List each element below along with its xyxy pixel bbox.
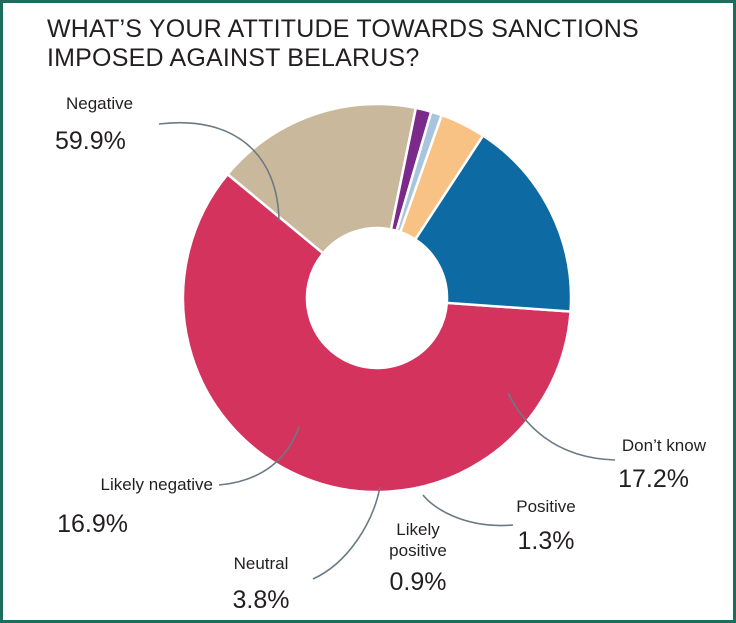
value-positive: 1.3%	[518, 527, 575, 555]
label-negative: Negative	[66, 94, 133, 113]
label-don-t-know: Don’t know	[622, 436, 707, 455]
leader-line-neutral	[312, 486, 381, 580]
leader-line-negative	[158, 122, 280, 222]
value-don-t-know: 17.2%	[618, 465, 689, 493]
label-likely-positive-line2: positive	[389, 541, 447, 560]
slice-likely-negative	[413, 133, 573, 313]
value-neutral: 3.8%	[233, 586, 290, 614]
label-positive: Positive	[516, 497, 576, 516]
leader-line-likely-negative	[218, 426, 300, 486]
chart-title: WHAT’S YOUR ATTITUDE TOWARDS SANCTIONS I…	[47, 15, 639, 72]
donut-chart: Negative 59.9% Don’t know 17.2% Positive 1.3%…	[55, 94, 707, 614]
value-negative: 59.9%	[55, 127, 126, 155]
value-likely-positive: 0.9%	[390, 568, 447, 596]
donut-slices	[181, 102, 573, 494]
label-likely-negative: Likely negative	[101, 475, 213, 494]
value-likely-negative: 16.9%	[57, 510, 128, 538]
label-likely-positive: Likely	[396, 520, 440, 539]
slice-negative	[181, 172, 572, 494]
label-neutral: Neutral	[234, 554, 289, 573]
slice-don-t-know	[225, 102, 418, 256]
leader-line-positive	[422, 494, 514, 527]
slice-labels: Negative 59.9% Don’t know 17.2% Positive 1.3%…	[55, 94, 707, 614]
leader-line-don-t-know	[507, 392, 616, 461]
